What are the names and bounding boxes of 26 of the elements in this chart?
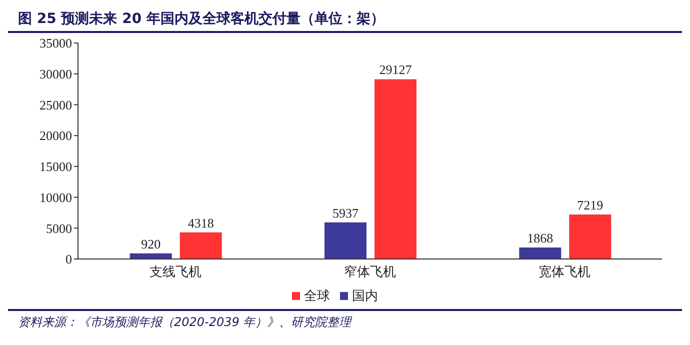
data-label: 4318 xyxy=(188,215,214,230)
y-tick-label: 0 xyxy=(66,252,72,267)
y-tick-label: 25000 xyxy=(40,97,72,112)
data-label: 5937 xyxy=(332,205,359,220)
bar xyxy=(374,79,416,259)
y-tick-label: 15000 xyxy=(40,159,72,174)
data-label: 29127 xyxy=(379,62,412,78)
data-label: 7219 xyxy=(577,197,604,212)
x-tick-label: 支线飞机 xyxy=(149,264,202,280)
legend-label: 国内 xyxy=(352,289,378,304)
y-tick-label: 30000 xyxy=(40,66,72,82)
data-label: 920 xyxy=(141,236,161,252)
y-tick-label: 35000 xyxy=(40,36,72,51)
x-tick-label: 窄体飞机 xyxy=(344,264,396,280)
x-tick-label: 宽体飞机 xyxy=(538,264,591,280)
y-tick-label: 20000 xyxy=(40,128,72,144)
bar xyxy=(324,222,366,259)
bar xyxy=(569,214,612,259)
text: 资料来源：《市场预测年报（2020-2039 年）》、研究院整理 xyxy=(8,309,682,334)
legend-label: 全球 xyxy=(304,289,330,304)
y-tick-label: 5000 xyxy=(46,220,72,236)
bar xyxy=(519,247,562,259)
data-label: 1868 xyxy=(527,230,554,246)
y-tick-label: 10000 xyxy=(40,190,72,205)
chart-title: 图 25 预测未来 20 年国内及全球客机交付量（单位：架） xyxy=(8,8,682,33)
bar xyxy=(180,232,222,259)
